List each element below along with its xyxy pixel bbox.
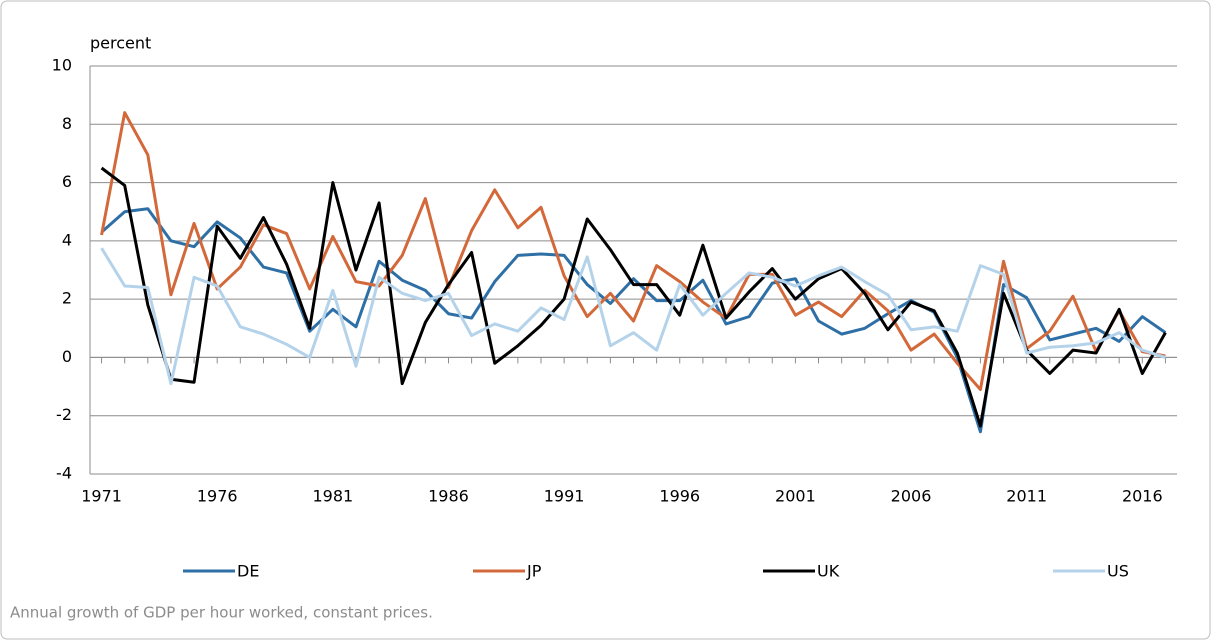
y-axis-label: percent bbox=[90, 34, 151, 53]
y-tick-label: -4 bbox=[56, 464, 72, 483]
x-tick-label: 1986 bbox=[428, 487, 469, 506]
legend-label: UK bbox=[817, 562, 840, 581]
x-tick-label: 2006 bbox=[891, 487, 932, 506]
legend-label: JP bbox=[526, 562, 542, 581]
y-tick-label: 8 bbox=[62, 114, 72, 133]
y-tick-label: 0 bbox=[62, 347, 72, 366]
caption: Annual growth of GDP per hour worked, co… bbox=[10, 604, 433, 622]
x-tick-label: 2011 bbox=[1006, 487, 1047, 506]
y-tick-label: 4 bbox=[62, 230, 72, 249]
x-tick-label: 1971 bbox=[81, 487, 122, 506]
y-tick-label: 6 bbox=[62, 172, 72, 191]
series-line bbox=[100, 166, 1167, 428]
series-line bbox=[100, 111, 1166, 391]
x-tick-label: 1996 bbox=[659, 487, 700, 506]
x-tick-label: 1991 bbox=[544, 487, 585, 506]
series-line bbox=[100, 247, 1166, 386]
legend-label: US bbox=[1107, 562, 1129, 581]
legend-label: DE bbox=[237, 562, 259, 581]
y-tick-label: -2 bbox=[56, 405, 72, 424]
x-tick-label: 2016 bbox=[1122, 487, 1163, 506]
x-tick-label: 1981 bbox=[312, 487, 353, 506]
x-tick-label: 2001 bbox=[775, 487, 816, 506]
y-tick-label: 10 bbox=[52, 56, 72, 75]
x-tick-label: 1976 bbox=[197, 487, 238, 506]
y-tick-label: 2 bbox=[62, 289, 72, 308]
